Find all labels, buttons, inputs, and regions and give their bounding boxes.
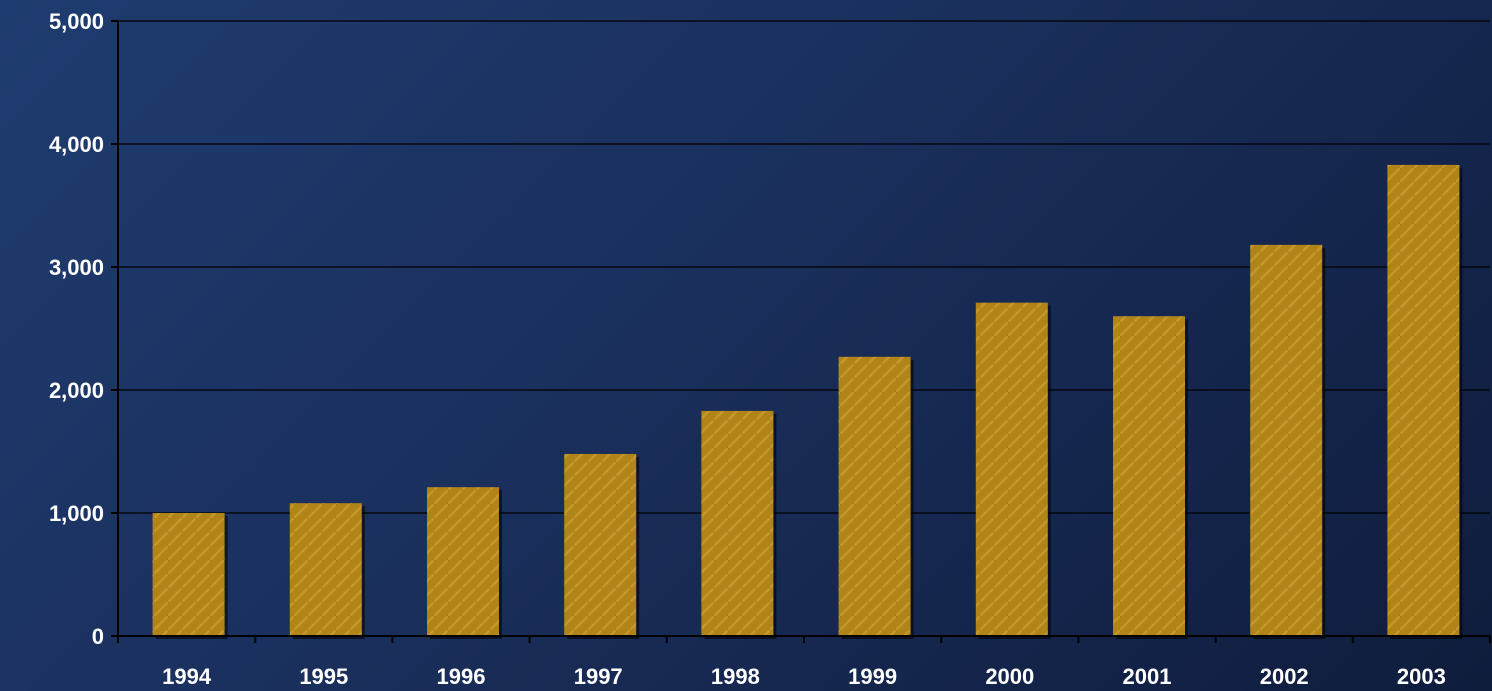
x-tick-label: 2003 xyxy=(1397,664,1446,689)
bar-1996 xyxy=(427,487,499,636)
bar-1994 xyxy=(152,513,225,636)
y-tick-label: 4,000 xyxy=(49,132,104,157)
bar-2003 xyxy=(1387,164,1460,636)
x-tick-label: 1999 xyxy=(848,664,897,689)
x-tick-labels: 1994 1995 1996 1997 1998 1999 2000 2001 2002 2003 xyxy=(162,664,1446,689)
x-tick-label: 1998 xyxy=(711,664,760,689)
bar-1998 xyxy=(701,410,774,636)
y-tick-label: 0 xyxy=(92,624,104,649)
x-tick-label: 1994 xyxy=(162,664,212,689)
x-tick-label: 1996 xyxy=(437,664,486,689)
x-tick-label: 2001 xyxy=(1123,664,1172,689)
y-tick-label: 2,000 xyxy=(49,378,104,403)
bar-2002 xyxy=(1250,244,1323,637)
x-tick-label: 1995 xyxy=(299,664,348,689)
x-tick-label: 2000 xyxy=(985,664,1034,689)
bar-1995 xyxy=(289,503,362,636)
axes xyxy=(111,20,1491,643)
bar-2001 xyxy=(1113,316,1185,636)
x-tick-label: 1997 xyxy=(574,664,623,689)
y-tick-label: 5,000 xyxy=(49,9,104,34)
bar-1997 xyxy=(564,453,637,636)
bar-1999 xyxy=(838,356,911,636)
bars xyxy=(152,164,1463,640)
y-tick-labels: 0 1,000 2,000 3,000 4,000 5,000 xyxy=(49,9,104,649)
y-tick-label: 1,000 xyxy=(49,501,104,526)
x-tick-label: 2002 xyxy=(1260,664,1309,689)
bar-2000 xyxy=(975,302,1048,636)
y-tick-label: 3,000 xyxy=(49,255,104,280)
